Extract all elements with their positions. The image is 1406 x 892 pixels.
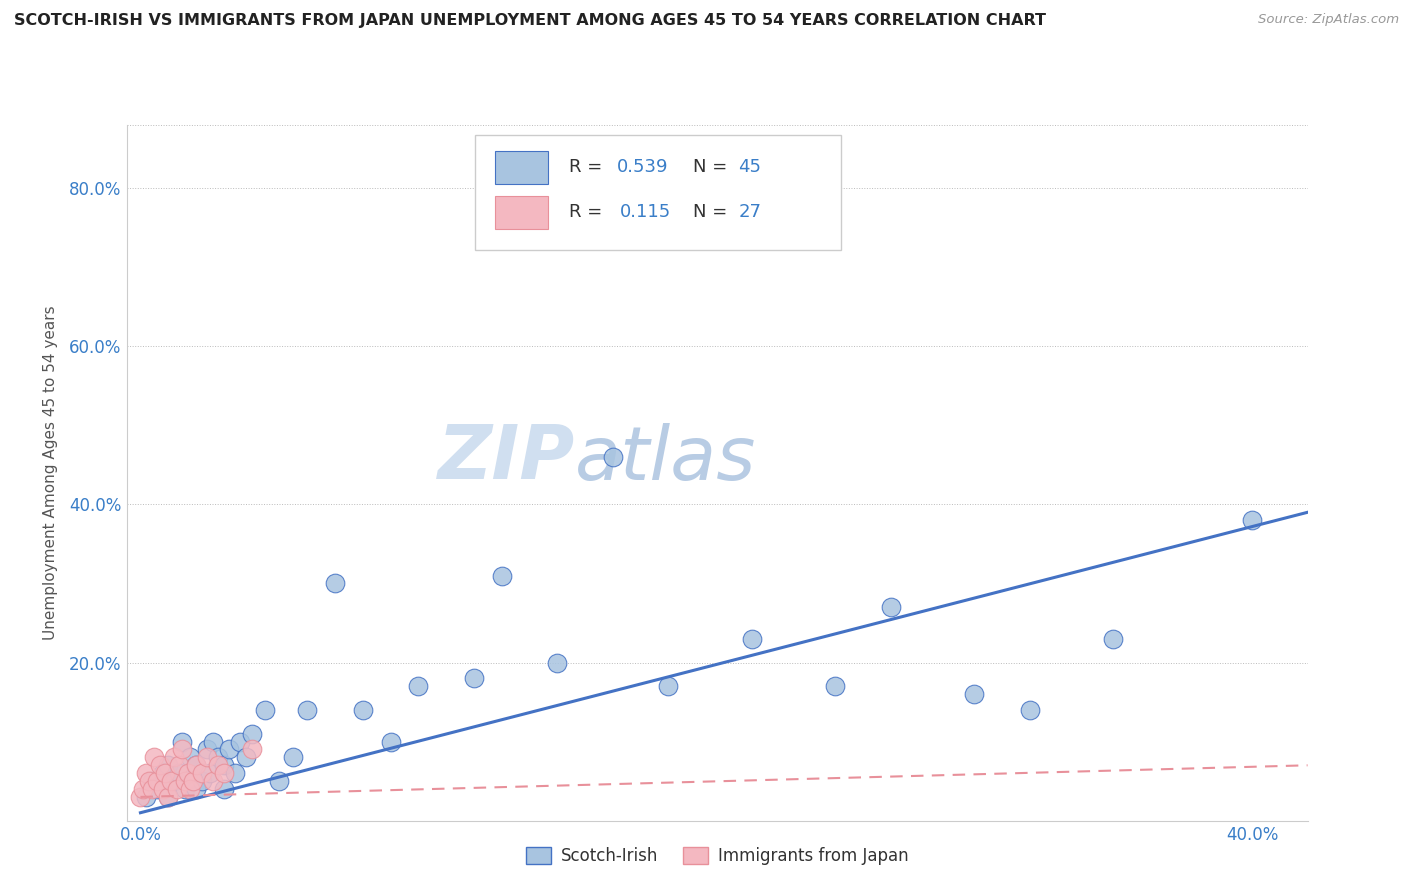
Point — [741, 632, 763, 646]
Point — [135, 789, 157, 804]
Point — [546, 656, 568, 670]
Point — [160, 774, 183, 789]
Point — [207, 750, 229, 764]
Point — [269, 774, 291, 789]
Point — [201, 734, 224, 748]
Point — [174, 782, 197, 797]
Point — [190, 774, 212, 789]
Point — [963, 687, 986, 701]
Point — [201, 774, 224, 789]
Point — [141, 782, 163, 797]
Text: ZIP: ZIP — [439, 422, 575, 495]
Point — [380, 734, 402, 748]
Point — [212, 766, 235, 780]
Point — [146, 774, 169, 789]
Point — [1102, 632, 1125, 646]
Point — [283, 750, 305, 764]
Point — [141, 774, 163, 789]
Point — [463, 671, 485, 685]
Point — [149, 758, 172, 772]
Point — [323, 576, 346, 591]
Point — [184, 782, 207, 797]
Point — [152, 782, 174, 797]
Point — [184, 758, 207, 772]
Point — [1240, 513, 1263, 527]
Text: atlas: atlas — [575, 423, 756, 495]
Point — [143, 750, 166, 764]
Point — [129, 789, 152, 804]
Point — [146, 782, 169, 797]
Point — [295, 703, 318, 717]
Point — [229, 734, 252, 748]
Text: Source: ZipAtlas.com: Source: ZipAtlas.com — [1258, 13, 1399, 27]
Legend: Scotch-Irish, Immigrants from Japan: Scotch-Irish, Immigrants from Japan — [519, 840, 915, 871]
Point — [602, 450, 624, 464]
Point — [163, 750, 186, 764]
Point — [135, 766, 157, 780]
Point — [824, 679, 846, 693]
Point — [240, 742, 263, 756]
Point — [179, 782, 201, 797]
Point — [212, 782, 235, 797]
Text: 45: 45 — [738, 158, 761, 176]
Bar — [495, 196, 548, 229]
Point — [240, 726, 263, 740]
Point — [880, 600, 903, 615]
FancyBboxPatch shape — [475, 136, 841, 250]
Point — [152, 766, 174, 780]
Point — [169, 758, 191, 772]
Text: 27: 27 — [738, 202, 761, 221]
Point — [254, 703, 277, 717]
Text: N =: N = — [693, 202, 734, 221]
Point — [163, 774, 186, 789]
Point — [352, 703, 374, 717]
Text: R =: R = — [569, 158, 609, 176]
Point — [172, 742, 194, 756]
Point — [212, 758, 235, 772]
Y-axis label: Unemployment Among Ages 45 to 54 years: Unemployment Among Ages 45 to 54 years — [44, 305, 58, 640]
Point — [166, 782, 188, 797]
Point — [657, 679, 679, 693]
Point — [198, 766, 221, 780]
Point — [157, 789, 180, 804]
Point — [184, 758, 207, 772]
Point — [169, 766, 191, 780]
Point — [172, 734, 194, 748]
Bar — [495, 151, 548, 184]
Point — [195, 742, 218, 756]
Point — [157, 758, 180, 772]
Point — [224, 766, 246, 780]
Point — [174, 774, 197, 789]
Point — [181, 774, 204, 789]
Point — [190, 766, 212, 780]
Text: 0.539: 0.539 — [617, 158, 668, 176]
Point — [138, 774, 160, 789]
Point — [195, 750, 218, 764]
Point — [132, 782, 155, 797]
Point — [218, 742, 240, 756]
Point — [155, 766, 177, 780]
Point — [157, 789, 180, 804]
Point — [1018, 703, 1040, 717]
Point — [207, 758, 229, 772]
Text: 0.115: 0.115 — [620, 202, 672, 221]
Point — [408, 679, 430, 693]
Point — [179, 750, 201, 764]
Point — [176, 766, 198, 780]
Point — [235, 750, 257, 764]
Text: N =: N = — [693, 158, 734, 176]
Text: R =: R = — [569, 202, 614, 221]
Point — [491, 568, 513, 582]
Text: SCOTCH-IRISH VS IMMIGRANTS FROM JAPAN UNEMPLOYMENT AMONG AGES 45 TO 54 YEARS COR: SCOTCH-IRISH VS IMMIGRANTS FROM JAPAN UN… — [14, 13, 1046, 29]
